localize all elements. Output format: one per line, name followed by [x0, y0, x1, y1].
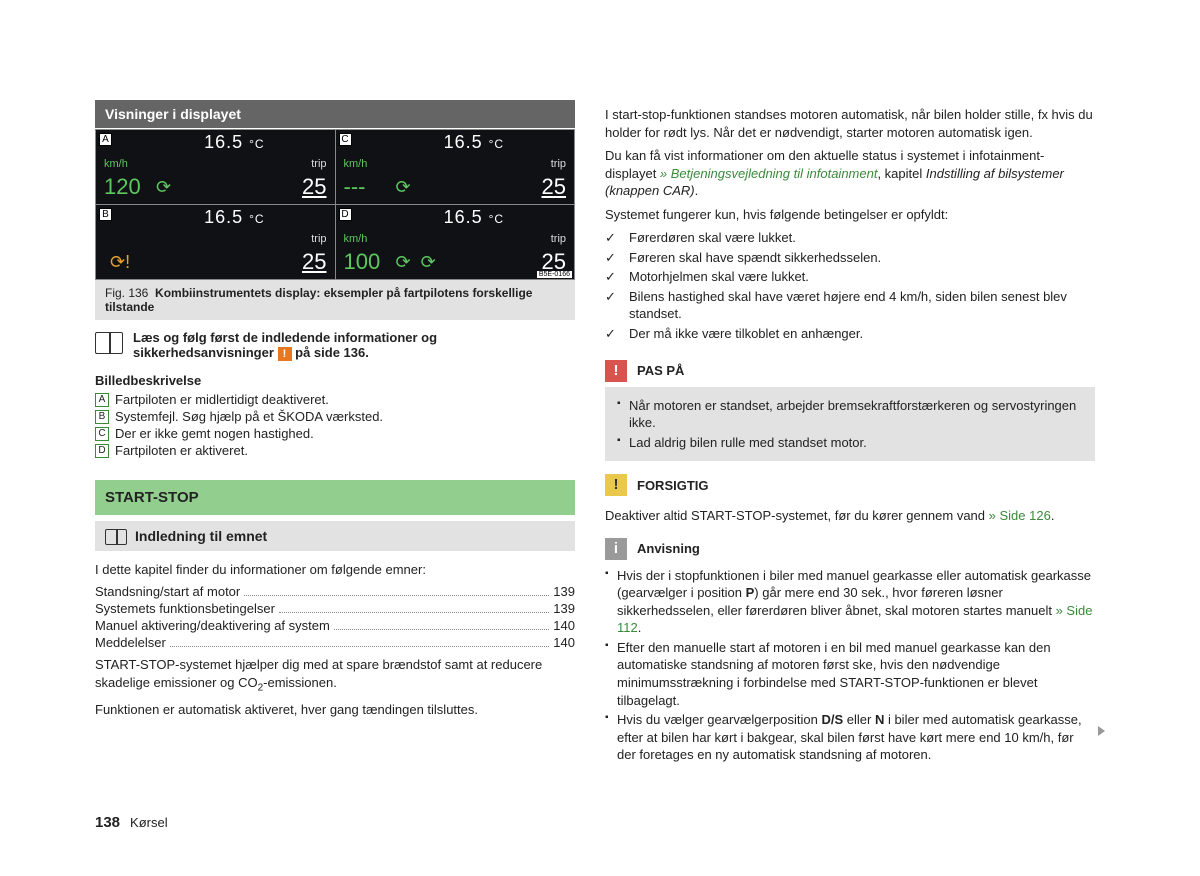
warning-icon: !	[605, 360, 627, 382]
body-para: Du kan få vist informationer om den aktu…	[605, 147, 1095, 200]
cell-label: D	[339, 208, 352, 221]
trip-value: 25	[542, 174, 566, 200]
trip-label: trip	[551, 233, 566, 245]
trip-value: 25	[302, 249, 326, 275]
speed-value: 120	[104, 174, 141, 200]
body-para: Systemet fungerer kun, hvis følgende bet…	[605, 206, 1095, 224]
temp-value: 16.5 °C	[444, 207, 505, 228]
body-para: Funktionen er automatisk aktiveret, hver…	[95, 701, 575, 719]
kmh-label: km/h	[104, 158, 128, 170]
kmh-label: km/h	[344, 158, 368, 170]
cruise-icon: ⟳ ⟳	[396, 252, 436, 273]
trip-label: trip	[551, 158, 566, 170]
display-cell-c: C 16.5 °C km/h --- ⟳ trip 25	[336, 130, 575, 204]
book-icon	[105, 529, 127, 545]
caution-icon: !	[605, 474, 627, 496]
anvisning-list: Hvis der i stopfunktionen i biler med ma…	[605, 567, 1095, 764]
speed-value: ---	[344, 174, 366, 200]
read-first-note: Læs og følg først de indledende informat…	[95, 330, 575, 361]
heading-displays: Visninger i displayet	[95, 100, 575, 128]
temp-value: 16.5 °C	[204, 207, 265, 228]
link[interactable]: » Betjeningsvejledning til infotainment	[660, 166, 878, 181]
cell-label: C	[339, 133, 352, 146]
kmh-label: km/h	[344, 233, 368, 245]
cruise-icon: ⟳	[396, 177, 411, 198]
right-column: I start-stop-funktionen standses motoren…	[605, 100, 1095, 836]
image-ref: B5E-0166	[537, 271, 572, 278]
heading-startstop: START-STOP	[95, 480, 575, 515]
trip-value: 25	[302, 174, 326, 200]
temp-value: 16.5 °C	[204, 132, 265, 153]
toc: Standsning/start af motor139 Systemets f…	[95, 584, 575, 650]
display-cell-b: B 16.5 °C ⟳! trip 25	[96, 205, 335, 279]
legend-box: A	[95, 393, 109, 407]
body-para: Deaktiver altid START-STOP-systemet, før…	[605, 507, 1095, 525]
legend-box: D	[95, 444, 109, 458]
alert-body: Når motoren er standset, arbejder bremse…	[605, 387, 1095, 462]
figure-caption: Fig. 136 Kombiinstrumentets display: eks…	[95, 280, 575, 320]
info-icon: i	[605, 538, 627, 560]
legend-box: C	[95, 427, 109, 441]
alert-anvisning: i Anvisning	[605, 533, 1095, 565]
book-icon	[95, 332, 123, 354]
alert-forsigtig: ! FORSIGTIG	[605, 469, 1095, 501]
display-cell-d: D 16.5 °C km/h 100 ⟳ ⟳ trip 25 B5E-0166	[336, 205, 575, 279]
cruise-icon: ⟳	[156, 177, 171, 198]
continue-icon	[1098, 726, 1105, 736]
left-column: Visninger i displayet A 16.5 °C km/h 120…	[95, 100, 575, 836]
speed-value: 100	[344, 249, 381, 275]
link[interactable]: » Side 126	[989, 508, 1051, 523]
warn-icon: !	[278, 347, 292, 361]
trip-label: trip	[311, 233, 326, 245]
display-cell-a: A 16.5 °C km/h 120 ⟳ trip 25	[96, 130, 335, 204]
legend-list: AFartpiloten er midlertidigt deaktiveret…	[95, 392, 575, 458]
heading-intro: Indledning til emnet	[95, 521, 575, 551]
fault-icon: ⟳!	[110, 252, 130, 273]
display-screenshots: A 16.5 °C km/h 120 ⟳ trip 25 C 16.5 °C k…	[95, 129, 575, 280]
alert-paspaa: ! PAS PÅ	[605, 355, 1095, 387]
cell-label: A	[99, 133, 112, 146]
cell-label: B	[99, 208, 112, 221]
intro-line: I dette kapitel finder du informationer …	[95, 561, 575, 579]
trip-label: trip	[311, 158, 326, 170]
body-para: START-STOP-systemet hjælper dig med at s…	[95, 656, 575, 695]
page-footer: 138Kørsel	[95, 814, 168, 831]
conditions-list: Førerdøren skal være lukket. Føreren ska…	[605, 229, 1095, 342]
temp-value: 16.5 °C	[444, 132, 505, 153]
legend-box: B	[95, 410, 109, 424]
body-para: I start-stop-funktionen standses motoren…	[605, 106, 1095, 141]
legend-title: Billedbeskrivelse	[95, 373, 575, 388]
